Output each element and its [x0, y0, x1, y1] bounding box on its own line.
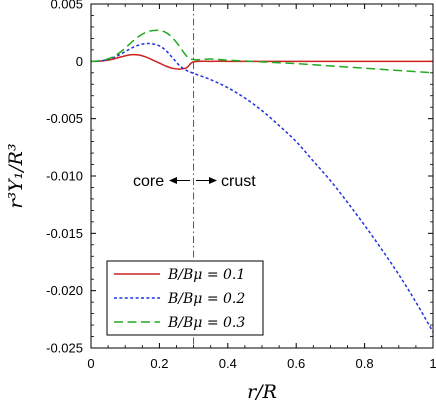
y-tick-label: -0.020 [46, 283, 83, 298]
x-tick-label: 0.8 [356, 356, 374, 371]
x-tick-label: 0 [87, 356, 94, 371]
y-tick-label: 0 [76, 54, 83, 69]
annotation-core: core [133, 173, 164, 190]
x-axis-label: r/R [247, 381, 277, 403]
legend-label-2: B/Bμ = 0.3 [167, 315, 245, 331]
series-lines [90, 29, 434, 333]
y-tick-label: -0.025 [46, 341, 83, 356]
legend-entries: B/Bμ = 0.1 B/Bμ = 0.2 B/Bμ = 0.3 [114, 267, 245, 331]
y-tick-label: -0.010 [46, 169, 83, 184]
x-tick-label: 1 [429, 356, 436, 371]
y-tick-label: 0.005 [50, 0, 83, 12]
plot-frame [90, 3, 434, 349]
x-tick-label: 0.6 [287, 356, 305, 371]
core-arrow [169, 177, 190, 184]
x-tick-label: 0.2 [150, 356, 168, 371]
series-line-0 [90, 53, 433, 70]
y-axis-label: r³Y₁/R³ [5, 143, 27, 208]
series-line-2 [90, 29, 434, 74]
legend-label-1: B/Bμ = 0.2 [167, 291, 245, 307]
legend-label-0: B/Bμ = 0.1 [167, 267, 245, 283]
y-tick-label: -0.015 [46, 226, 83, 241]
x-tick-label: 0.4 [219, 356, 237, 371]
y-tick-label: -0.005 [46, 111, 83, 126]
tick-labels: 0 0.2 0.4 0.6 0.8 1 0.005 0 -0.005 -0.010 -0.015 -0… [46, 0, 436, 371]
legend: B/Bμ = 0.1 B/Bμ = 0.2 B/Bμ = 0.3 [106, 260, 264, 336]
annotation-crust: crust [221, 173, 256, 190]
crust-arrow [196, 177, 217, 184]
